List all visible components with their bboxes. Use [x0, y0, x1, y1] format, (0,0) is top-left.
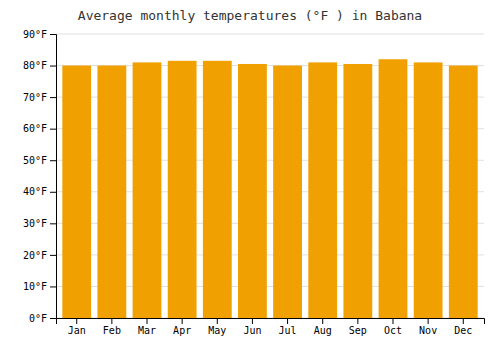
bar — [273, 66, 302, 318]
tick: Apr — [173, 318, 191, 336]
tick: Oct — [384, 318, 402, 336]
tick-mark — [392, 318, 393, 324]
axis-line — [50, 35, 57, 319]
title: Average monthly temperatures (°F ) in Ba… — [78, 8, 422, 23]
tick-label: Oct — [384, 325, 402, 336]
tick-label: 60°F — [23, 123, 47, 134]
tick-label: 10°F — [23, 281, 47, 292]
tick: May — [208, 318, 226, 336]
tick-label: 0°F — [29, 313, 47, 324]
tick-mark — [50, 34, 56, 35]
tick-mark — [463, 318, 464, 324]
grid-line — [56, 34, 484, 35]
tick: 10°F — [23, 281, 56, 292]
chart: Average monthly temperatures (°F ) in Ba… — [0, 0, 500, 350]
tick: 90°F — [23, 29, 56, 40]
tick: 80°F — [23, 60, 56, 71]
tick: Feb — [103, 318, 121, 336]
tick-mark — [147, 318, 148, 324]
tick: 70°F — [23, 92, 56, 103]
tick-label: Feb — [103, 325, 121, 336]
bar — [343, 64, 372, 318]
bar — [238, 64, 267, 318]
bar — [308, 62, 337, 318]
tick: 20°F — [23, 250, 56, 261]
tick-label: 20°F — [23, 250, 47, 261]
tick-mark — [50, 97, 56, 98]
tick-label: 30°F — [23, 218, 47, 229]
bar — [203, 61, 232, 318]
tick: Nov — [419, 318, 437, 336]
tick: 50°F — [23, 155, 56, 166]
tick-mark — [50, 223, 56, 224]
tick-label: Aug — [314, 325, 332, 336]
tick-mark — [287, 318, 288, 324]
tick: Aug — [314, 318, 332, 336]
tick: Jul — [279, 318, 297, 336]
tick: Jan — [68, 318, 86, 336]
tick-label: 70°F — [23, 92, 47, 103]
axis-line — [57, 319, 485, 325]
tick-mark — [50, 318, 56, 319]
tick-label: 80°F — [23, 60, 47, 71]
bar — [62, 66, 91, 318]
tick-label: 40°F — [23, 186, 47, 197]
tick-mark — [50, 66, 56, 67]
y-axis: 0°F 10°F 20°F 30°F 40°F 50°F 60°F 70°F 80°F 90°F — [23, 29, 57, 324]
tick-label: May — [208, 325, 226, 336]
tick: Jun — [243, 318, 261, 336]
tick: 40°F — [23, 186, 56, 197]
bar — [168, 61, 197, 318]
tick-label: Nov — [419, 325, 437, 336]
tick-mark — [428, 318, 429, 324]
tick-mark — [50, 192, 56, 193]
tick-label: Jan — [68, 325, 86, 336]
tick-mark — [50, 129, 56, 130]
tick-label: Apr — [173, 325, 191, 336]
bar — [97, 66, 126, 318]
tick-mark — [50, 255, 56, 256]
tick-label: 50°F — [23, 155, 47, 166]
tick-mark — [50, 286, 56, 287]
tick-mark — [76, 318, 77, 324]
bar — [414, 62, 443, 318]
plot: 0°F 10°F 20°F 30°F 40°F 50°F 60°F 70°F 80°F 90°F J… — [23, 29, 485, 336]
tick-mark — [322, 318, 323, 324]
tick-label: Dec — [454, 325, 472, 336]
tick-mark — [111, 318, 112, 324]
tick: Mar — [138, 318, 156, 336]
bar — [449, 66, 478, 318]
tick: 0°F — [29, 313, 56, 324]
tick-label: 90°F — [23, 29, 47, 40]
tick: Sep — [349, 318, 367, 336]
tick-mark — [50, 160, 56, 161]
tick-label: Sep — [349, 325, 367, 336]
bar — [133, 62, 162, 318]
x-axis: Jan Feb Mar Apr May Jun Jul Aug Sep Oct Nov Dec — [57, 318, 485, 336]
bar — [379, 59, 408, 318]
tick-mark — [217, 318, 218, 324]
tick-mark — [252, 318, 253, 324]
grid — [56, 34, 484, 318]
tick: 30°F — [23, 218, 56, 229]
tick-label: Jun — [243, 325, 261, 336]
tick-mark — [357, 318, 358, 324]
tick: 60°F — [23, 123, 56, 134]
tick: Dec — [454, 318, 472, 336]
tick-label: Mar — [138, 325, 156, 336]
tick-mark — [182, 318, 183, 324]
marks — [62, 59, 477, 318]
tick-label: Jul — [279, 325, 297, 336]
